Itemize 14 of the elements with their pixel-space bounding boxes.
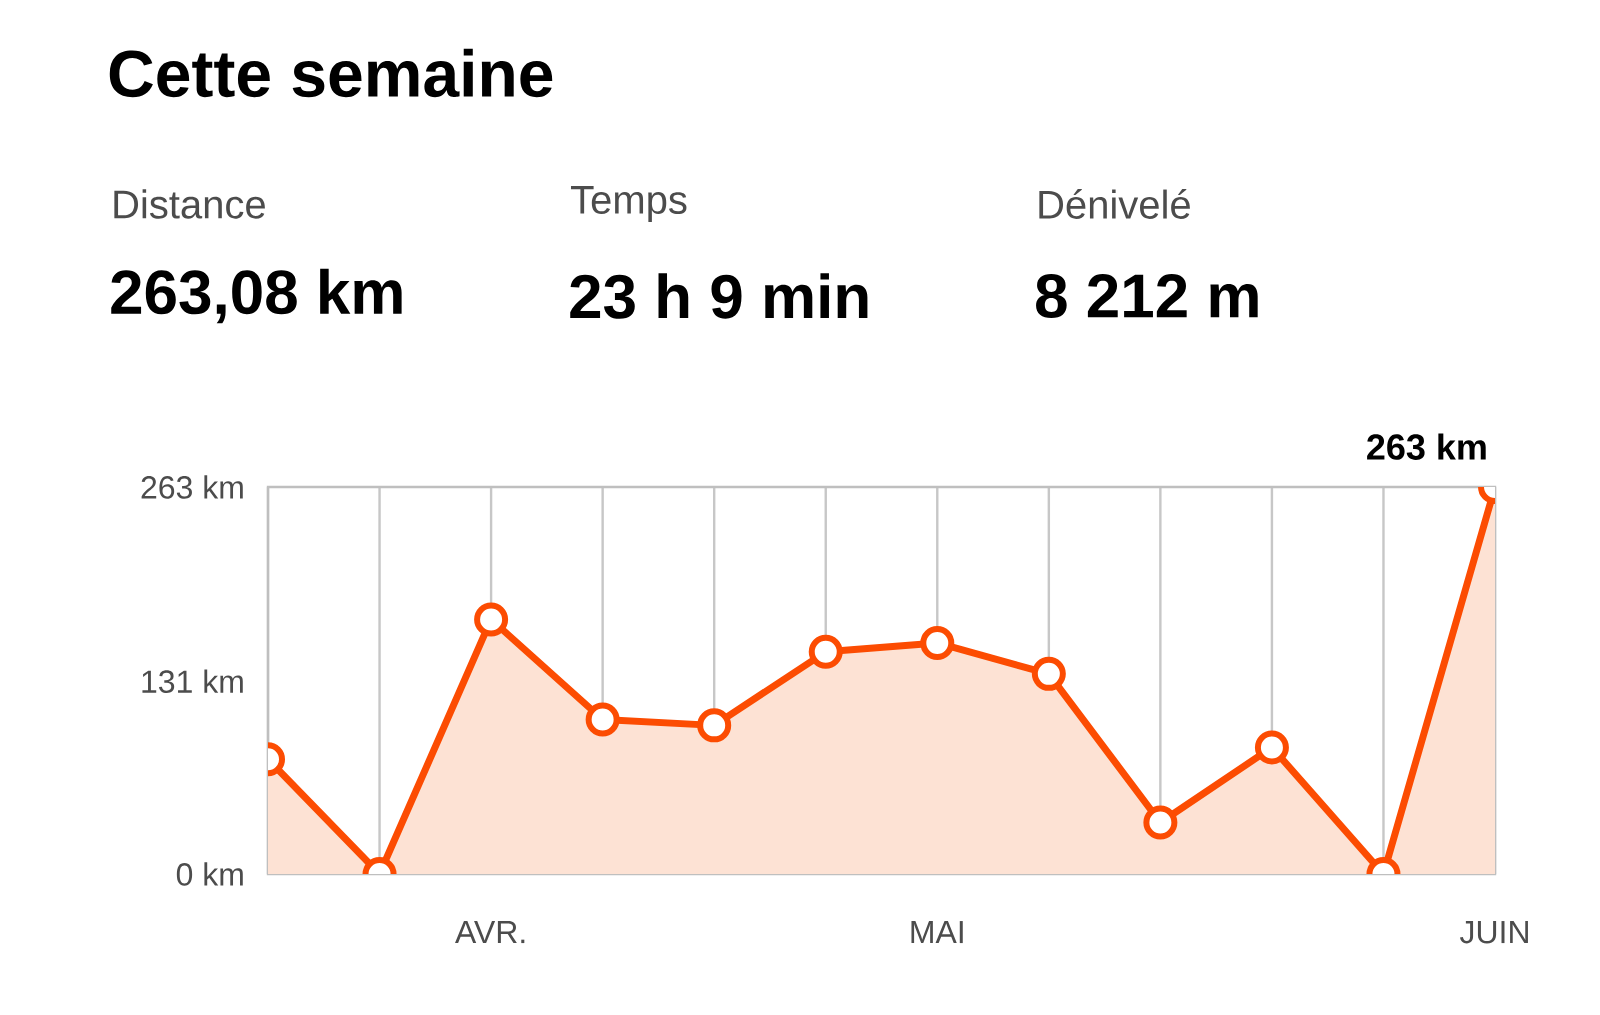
text: Dénivelé	[1039, 189, 1190, 219]
x-tick-label: AVR.	[455, 921, 525, 944]
y-tick-label: 131 km	[142, 669, 243, 693]
text: 8 212 m	[1036, 274, 1258, 318]
x-tick-label: JUIN	[1459, 921, 1528, 944]
y-tick-label: 0 km	[176, 862, 243, 886]
text: 23 h 9 min	[570, 273, 868, 319]
y-tick-label: 263 km	[141, 475, 243, 499]
text: Distance	[114, 189, 265, 219]
chart-title: Cette semaine	[109, 48, 553, 98]
text: 263 km	[1367, 433, 1486, 460]
text: 263,08 km	[111, 268, 402, 324]
text: Temps	[570, 186, 687, 222]
x-tick-label: MAI	[911, 921, 963, 944]
